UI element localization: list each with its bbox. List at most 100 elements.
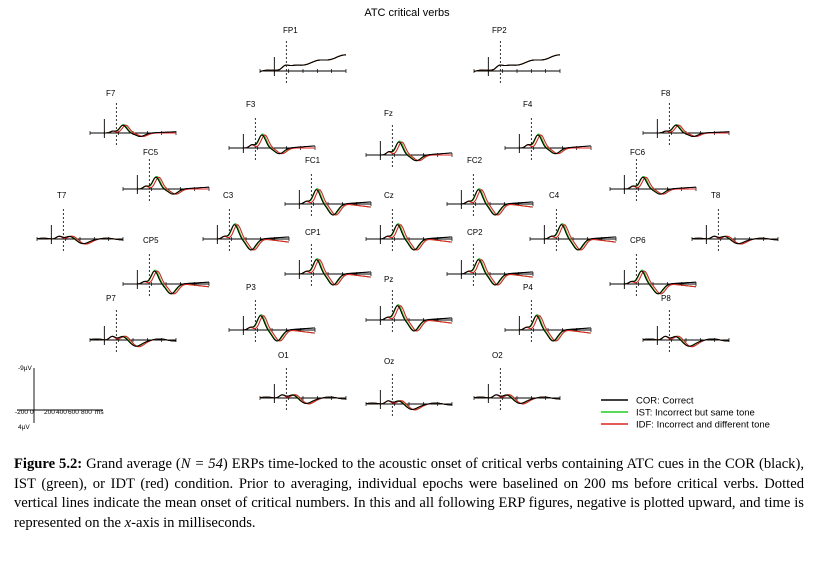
panel-f7: F7: [89, 89, 177, 145]
electrode-label: FC2: [467, 156, 483, 165]
panel-p7: P7: [89, 294, 177, 352]
electrode-label: O1: [278, 351, 289, 360]
electrode-label: Pz: [384, 275, 393, 284]
electrode-label: CP2: [467, 228, 483, 237]
series-line: [505, 134, 592, 155]
electrode-label: CP5: [143, 236, 159, 245]
caption-text-2: ) ERPs time-locked to the acoustic onset…: [14, 456, 804, 531]
panel-p8: P8: [642, 294, 730, 352]
panel-c3: C3: [202, 191, 290, 251]
series-line: [610, 176, 697, 195]
panel-cp5: CP5: [122, 236, 210, 296]
panel-pz: Pz: [365, 275, 453, 332]
scale-tick-label: 0: [30, 409, 34, 416]
legend-entry: IDF: Incorrect and different tone: [636, 420, 770, 431]
series-line: [285, 188, 372, 216]
electrode-label: Cz: [384, 191, 394, 200]
series-line: [691, 235, 778, 245]
electrode-label: F8: [661, 89, 671, 98]
series-line: [366, 141, 452, 162]
panel-f8: F8: [642, 89, 730, 145]
electrode-label: CP6: [630, 236, 646, 245]
scale-tick-label: ms: [95, 409, 104, 416]
series-line: [203, 224, 290, 251]
series-line: [530, 224, 617, 251]
series-line: [36, 235, 123, 245]
scale-bar: -9µV 4µV -200 0 200 400 600 800 ms: [15, 365, 104, 431]
series-line: [259, 54, 347, 72]
series-line: [642, 335, 729, 347]
panel-t7: T7: [36, 191, 124, 251]
series-line: [285, 259, 372, 286]
series-line: [447, 259, 534, 286]
caption-label: Figure 5.2:: [14, 456, 83, 472]
panel-fc5: FC5: [122, 148, 210, 201]
electrode-label: F7: [106, 89, 116, 98]
series-line: [366, 304, 453, 332]
scale-tick-label: 800: [81, 409, 92, 416]
panel-o1: O1: [259, 351, 347, 410]
electrode-label: P8: [661, 294, 671, 303]
panel-f4: F4: [504, 100, 592, 160]
caption-n: N = 54: [180, 456, 223, 472]
series-line: [90, 124, 176, 137]
electrode-label: FP2: [492, 26, 507, 35]
series-line: [259, 54, 347, 72]
scale-tick-label: 400: [56, 409, 67, 416]
series-line: [610, 176, 696, 195]
caption-text-3: -axis in milliseconds.: [131, 514, 256, 531]
panel-fc1: FC1: [284, 156, 372, 216]
series-line: [203, 223, 290, 251]
series-line: [123, 270, 210, 295]
legend-entry: COR: Correct: [636, 396, 694, 407]
panel-t8: T8: [691, 191, 779, 251]
scale-tick-label: 200: [44, 409, 55, 416]
series-line: [610, 270, 697, 295]
panel-cp2: CP2: [446, 228, 534, 286]
scale-tick-label: 600: [68, 409, 79, 416]
panel-cp1: CP1: [284, 228, 372, 286]
series-line: [89, 335, 176, 347]
electrode-label: T8: [711, 191, 721, 200]
panel-fz: Fz: [365, 109, 453, 167]
electrode-label: FC6: [630, 148, 646, 157]
panel-f3: F3: [228, 100, 316, 160]
electrode-label: T7: [57, 191, 67, 200]
electrode-label: Oz: [384, 357, 394, 366]
chart-title: ATC critical verbs: [364, 7, 450, 19]
panel-fc6: FC6: [609, 148, 697, 201]
series-line: [505, 134, 591, 155]
series-line: [366, 224, 453, 251]
series-line: [447, 189, 534, 216]
electrode-label: F4: [523, 100, 533, 109]
panel-oz: Oz: [365, 357, 453, 416]
series-line: [447, 258, 534, 286]
series-line: [123, 176, 209, 195]
series-line: [366, 223, 453, 251]
panel-cp6: CP6: [609, 236, 697, 296]
scale-top-label: -9µV: [18, 365, 33, 372]
series-line: [447, 188, 534, 216]
electrode-label: P7: [106, 294, 116, 303]
series-line: [643, 124, 729, 137]
series-line: [285, 189, 372, 216]
caption-x: x: [124, 514, 132, 531]
series-line: [473, 54, 561, 72]
series-line: [229, 133, 315, 155]
series-line: [473, 394, 560, 404]
series-line: [366, 141, 453, 162]
series-line: [473, 54, 561, 72]
legend-entry: IST: Incorrect but same tone: [636, 408, 755, 419]
series-line: [285, 258, 372, 286]
series-line: [473, 54, 561, 72]
panel-fp1: FP1: [259, 26, 347, 83]
series-line: [259, 394, 346, 404]
panel-c4: C4: [529, 191, 617, 251]
series-line: [610, 175, 696, 195]
panel-o2: O2: [473, 351, 561, 410]
series-line: [123, 175, 209, 195]
electrode-label: C3: [223, 191, 234, 200]
panel-fp2: FP2: [473, 26, 561, 83]
electrode-label: Fz: [384, 109, 393, 118]
